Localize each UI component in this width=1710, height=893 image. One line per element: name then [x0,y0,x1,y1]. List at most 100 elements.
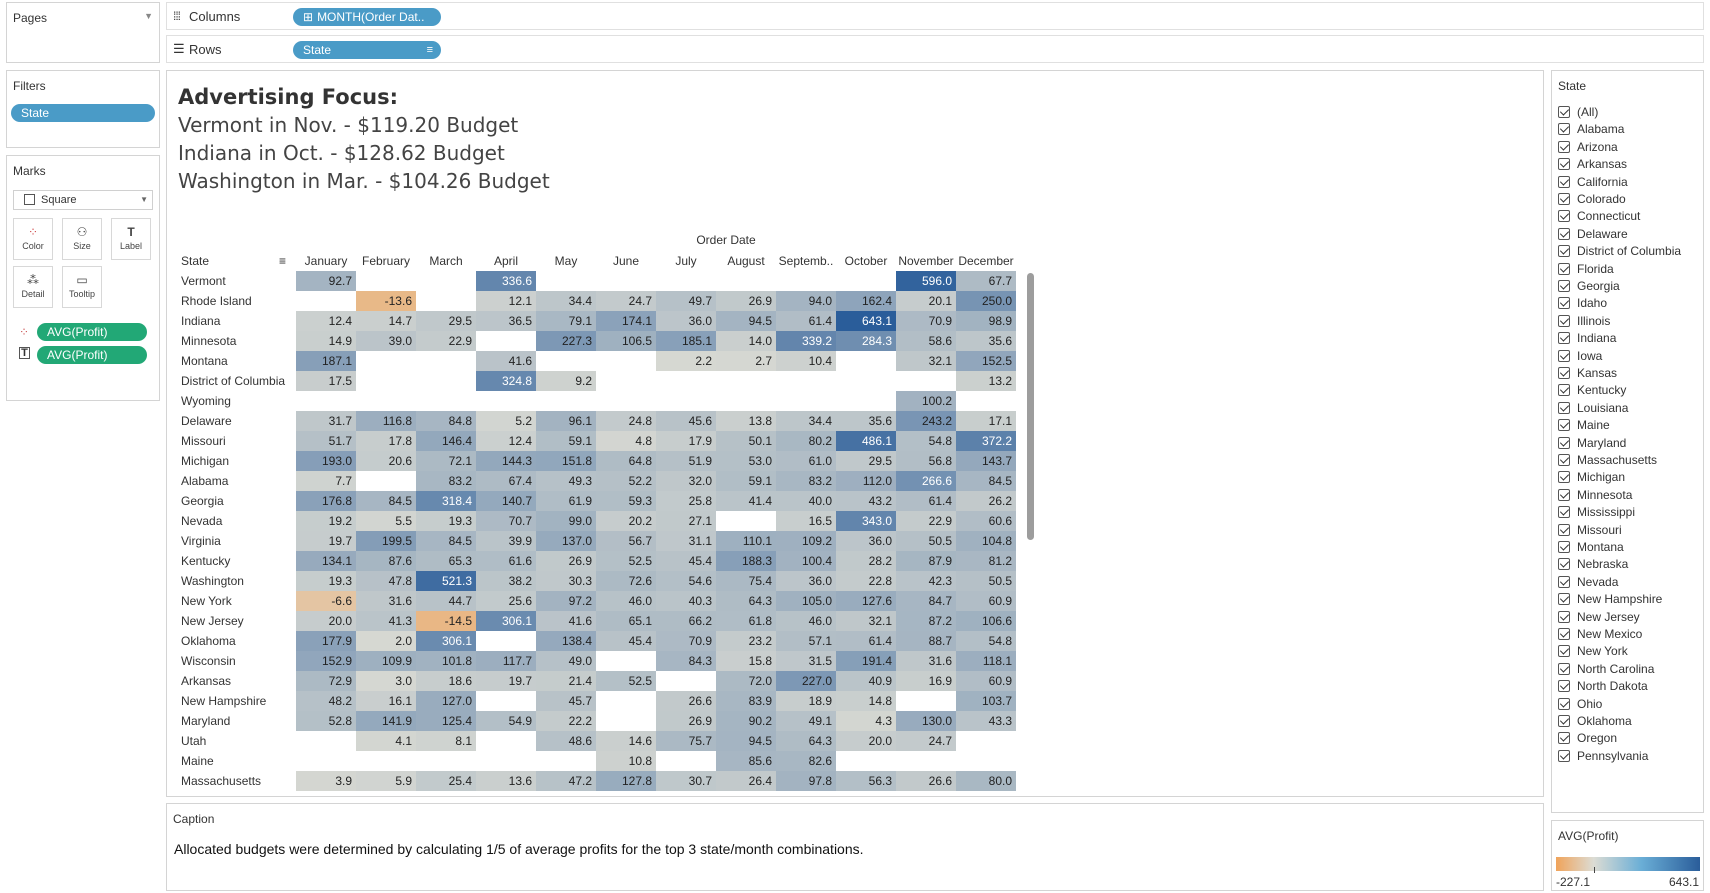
row-header[interactable]: Virginia [181,534,221,548]
state-filter-item[interactable]: Maine [1558,416,1703,435]
checkbox-checked-icon[interactable] [1558,262,1570,275]
heatmap-cell[interactable]: 521.3 [416,571,476,591]
heatmap-cell[interactable] [776,391,836,411]
heatmap-cell[interactable]: 193.0 [296,451,356,471]
heatmap-cell[interactable]: 106.5 [596,331,656,351]
heatmap-cell[interactable]: 35.6 [956,331,1016,351]
heatmap-cell[interactable]: 87.9 [896,551,956,571]
column-header[interactable]: June [612,254,640,268]
state-filter-item[interactable]: California [1558,173,1703,192]
state-filter-item[interactable]: Kansas [1558,364,1703,383]
heatmap-cell[interactable]: 46.0 [596,591,656,611]
heatmap-cell[interactable]: 49.1 [776,711,836,731]
heatmap-cell[interactable]: 243.2 [896,411,956,431]
state-filter-item[interactable]: Maryland [1558,434,1703,453]
heatmap-cell[interactable]: 43.3 [956,711,1016,731]
heatmap-cell[interactable] [536,271,596,291]
heatmap-cell[interactable]: 49.3 [536,471,596,491]
heatmap-cell[interactable]: 39.0 [356,331,416,351]
heatmap-cell[interactable] [476,731,536,751]
heatmap-cell[interactable] [416,751,476,771]
heatmap-cell[interactable]: 130.0 [896,711,956,731]
heatmap-cell[interactable]: 339.2 [776,331,836,351]
heatmap-cell[interactable] [596,691,656,711]
heatmap-cell[interactable]: 49.7 [656,291,716,311]
filter-pill-state[interactable]: State [11,104,155,122]
heatmap-cell[interactable]: 13.8 [716,411,776,431]
heatmap-cell[interactable]: 31.5 [776,651,836,671]
row-header[interactable]: Rhode Island [181,294,252,308]
column-header[interactable]: November [898,254,954,268]
heatmap-cell[interactable] [896,691,956,711]
heatmap-cell[interactable] [356,271,416,291]
checkbox-checked-icon[interactable] [1558,541,1570,553]
checkbox-checked-icon[interactable] [1558,662,1570,675]
row-header[interactable]: Nevada [181,514,223,528]
state-filter-item[interactable]: Idaho [1558,294,1703,313]
heatmap-cell[interactable]: 118.1 [956,651,1016,671]
heatmap-cell[interactable]: 47.2 [536,771,596,791]
state-filter-item[interactable]: Nebraska [1558,555,1703,574]
heatmap-cell[interactable]: 109.9 [356,651,416,671]
heatmap-cell[interactable] [356,471,416,491]
heatmap-cell[interactable]: 14.7 [356,311,416,331]
heatmap-cell[interactable]: 16.9 [896,671,956,691]
heatmap-cell[interactable]: 2.7 [716,351,776,371]
row-header[interactable]: District of Columbia [181,374,286,388]
heatmap-cell[interactable]: 17.8 [356,431,416,451]
heatmap-cell[interactable]: 87.2 [896,611,956,631]
heatmap-cell[interactable]: 10.4 [776,351,836,371]
heatmap-cell[interactable]: 318.4 [416,491,476,511]
heatmap-cell[interactable]: 3.9 [296,771,356,791]
heatmap-cell[interactable]: 64.3 [776,731,836,751]
heatmap-cell[interactable]: 174.1 [596,311,656,331]
heatmap-cell[interactable]: 56.8 [896,451,956,471]
heatmap-cell[interactable]: 143.7 [956,451,1016,471]
heatmap-cell[interactable]: 104.8 [956,531,1016,551]
heatmap-cell[interactable]: 34.4 [776,411,836,431]
heatmap-cell[interactable]: 596.0 [896,271,956,291]
checkbox-checked-icon[interactable] [1558,680,1570,693]
heatmap-cell[interactable]: 45.7 [536,691,596,711]
heatmap-cell[interactable]: 58.6 [896,331,956,351]
heatmap-cell[interactable]: 54.8 [896,431,956,451]
heatmap-cell[interactable]: 127.6 [836,591,896,611]
heatmap-cell[interactable]: 48.2 [296,691,356,711]
heatmap-cell[interactable]: 38.2 [476,571,536,591]
heatmap-cell[interactable]: 60.9 [956,671,1016,691]
heatmap-cell[interactable]: 20.1 [896,291,956,311]
row-header[interactable]: Utah [181,734,207,748]
heatmap-cell[interactable]: 177.9 [296,631,356,651]
heatmap-cell[interactable]: 53.0 [716,451,776,471]
heatmap-cell[interactable] [296,391,356,411]
heatmap-cell[interactable]: 22.8 [836,571,896,591]
heatmap-cell[interactable]: 24.8 [596,411,656,431]
heatmap-cell[interactable]: 199.5 [356,531,416,551]
heatmap-cell[interactable]: 284.3 [836,331,896,351]
heatmap-cell[interactable]: 21.4 [536,671,596,691]
row-header[interactable]: Georgia [181,494,224,508]
heatmap-cell[interactable]: 43.2 [836,491,896,511]
heatmap-cell[interactable] [356,751,416,771]
heatmap-cell[interactable]: 28.2 [836,551,896,571]
heatmap-cell[interactable]: 14.8 [836,691,896,711]
heatmap-cell[interactable]: 137.0 [536,531,596,551]
heatmap-cell[interactable]: 72.9 [296,671,356,691]
state-filter-item[interactable]: North Dakota [1558,677,1703,696]
checkbox-checked-icon[interactable] [1558,193,1570,205]
checkbox-checked-icon[interactable] [1558,314,1570,327]
heatmap-cell[interactable]: 36.0 [656,311,716,331]
heatmap-cell[interactable]: 27.1 [656,511,716,531]
checkbox-checked-icon[interactable] [1558,106,1570,118]
heatmap-cell[interactable]: 82.6 [776,751,836,771]
state-filter-item[interactable]: Massachusetts [1558,451,1703,470]
heatmap-cell[interactable]: 14.0 [716,331,776,351]
heatmap-cell[interactable]: 8.1 [416,731,476,751]
checkbox-checked-icon[interactable] [1558,593,1570,606]
heatmap-cell[interactable]: 42.3 [896,571,956,591]
heatmap-cell[interactable]: 324.8 [476,371,536,391]
heatmap-cell[interactable]: 25.4 [416,771,476,791]
heatmap-cell[interactable] [296,291,356,311]
row-header[interactable]: Minnesota [181,334,237,348]
heatmap-cell[interactable]: 5.9 [356,771,416,791]
